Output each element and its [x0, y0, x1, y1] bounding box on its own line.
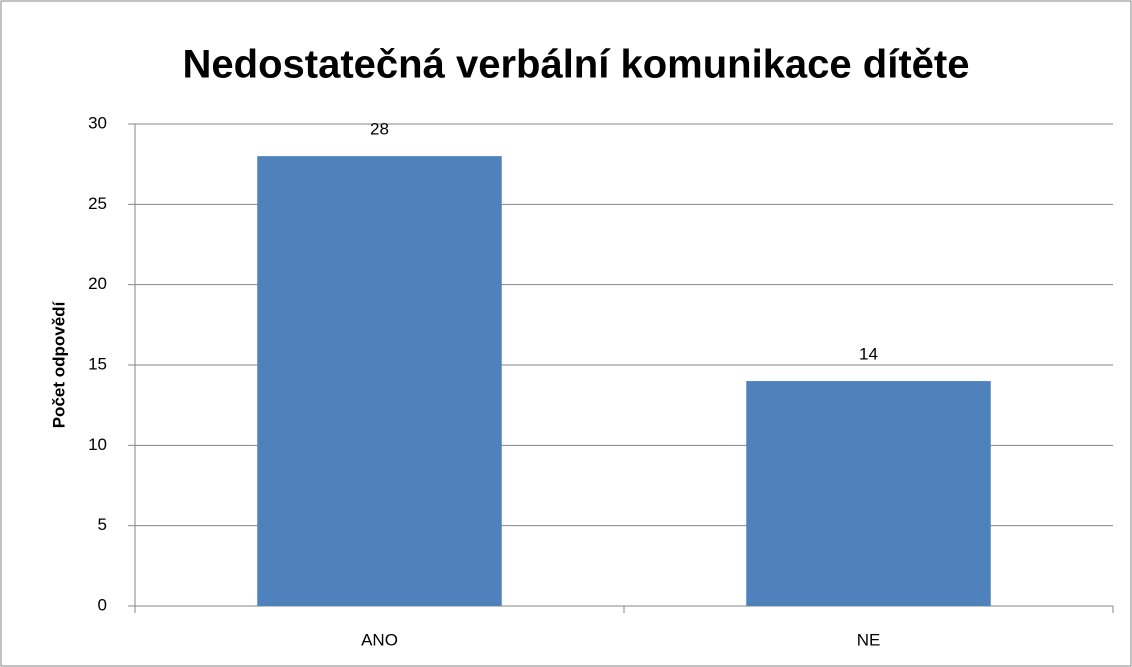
y-tick-label: 15 [88, 354, 107, 373]
y-tick-label: 10 [88, 435, 107, 454]
y-tick-label: 20 [88, 274, 107, 293]
x-tick-label: ANO [361, 630, 398, 649]
y-tick-label: 5 [98, 515, 107, 534]
y-axis-label: Počet odpovědí [49, 300, 68, 428]
chart-title: Nedostatečná verbální komunikace dítěte [183, 43, 970, 87]
bar [257, 156, 502, 606]
bar [746, 381, 991, 606]
y-tick-label: 25 [88, 194, 107, 213]
data-label: 28 [370, 120, 389, 139]
data-label: 14 [859, 345, 878, 364]
y-tick-label: 30 [88, 113, 107, 132]
y-tick-label: 0 [98, 595, 107, 614]
x-tick-label: NE [857, 630, 881, 649]
